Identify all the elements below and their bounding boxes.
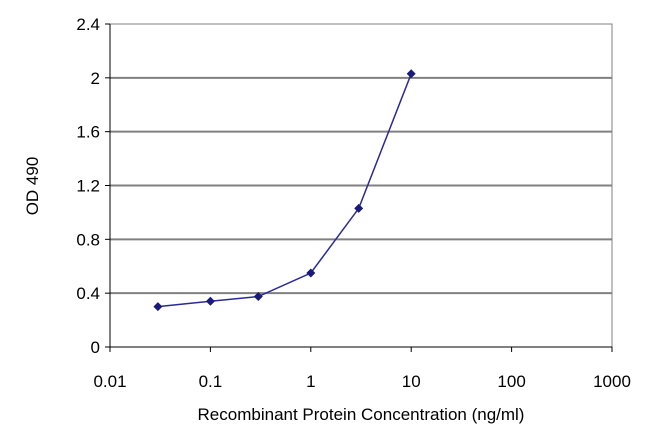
series (153, 69, 416, 312)
x-tick-label: 100 (497, 372, 525, 391)
x-tick-label: 10 (402, 372, 421, 391)
y-tick-label: 2.4 (76, 15, 100, 34)
data-point (406, 69, 416, 79)
data-point (153, 302, 163, 312)
x-axis-title: Recombinant Protein Concentration (ng/ml… (198, 405, 525, 424)
y-tick-label: 0 (91, 338, 100, 357)
data-point (205, 296, 215, 306)
y-axis: 0 0.4 0.8 1.2 1.6 2 2.4 (76, 15, 111, 357)
gridlines (110, 76, 612, 295)
x-tick-label: 0.01 (93, 372, 126, 391)
y-tick-label: 1.6 (76, 123, 100, 142)
x-axis: 0.01 0.1 1 10 100 1000 (93, 346, 631, 391)
y-tick-label: 0.8 (76, 230, 100, 249)
data-point (354, 203, 364, 213)
x-tick-label: 1000 (593, 372, 631, 391)
x-tick-label: 1 (306, 372, 315, 391)
y-axis-title: OD 490 (23, 157, 42, 216)
data-point (253, 292, 263, 302)
y-tick-label: 1.2 (76, 177, 100, 196)
x-tick-label: 0.1 (199, 372, 223, 391)
y-tick-label: 2 (91, 69, 100, 88)
series-line (157, 73, 412, 308)
y-tick-label: 0.4 (76, 284, 100, 303)
data-point (306, 268, 316, 278)
